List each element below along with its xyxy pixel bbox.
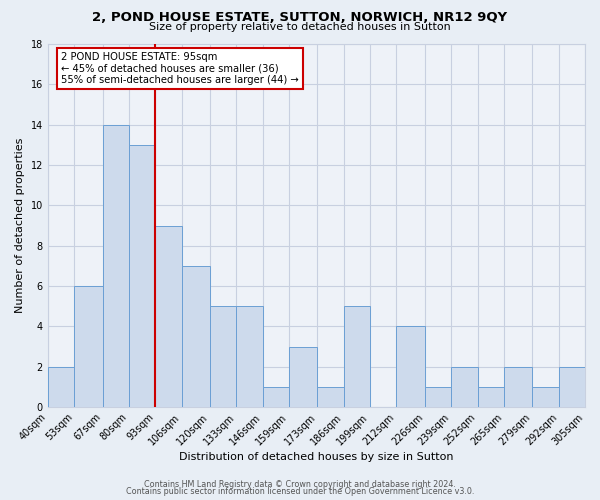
- Text: Contains HM Land Registry data © Crown copyright and database right 2024.: Contains HM Land Registry data © Crown c…: [144, 480, 456, 489]
- Bar: [317, 387, 344, 407]
- Bar: [103, 124, 129, 407]
- Text: 2, POND HOUSE ESTATE, SUTTON, NORWICH, NR12 9QY: 2, POND HOUSE ESTATE, SUTTON, NORWICH, N…: [92, 11, 508, 24]
- Bar: [236, 306, 263, 407]
- Bar: [504, 366, 532, 407]
- Text: 2 POND HOUSE ESTATE: 95sqm
← 45% of detached houses are smaller (36)
55% of semi: 2 POND HOUSE ESTATE: 95sqm ← 45% of deta…: [61, 52, 299, 86]
- Bar: [263, 387, 289, 407]
- Bar: [48, 366, 74, 407]
- Bar: [344, 306, 370, 407]
- Bar: [210, 306, 236, 407]
- Bar: [289, 346, 317, 407]
- Text: Size of property relative to detached houses in Sutton: Size of property relative to detached ho…: [149, 22, 451, 32]
- Bar: [129, 145, 155, 407]
- Bar: [532, 387, 559, 407]
- Bar: [425, 387, 451, 407]
- Bar: [559, 366, 585, 407]
- Bar: [478, 387, 504, 407]
- Bar: [74, 286, 103, 407]
- Text: Contains public sector information licensed under the Open Government Licence v3: Contains public sector information licen…: [126, 487, 474, 496]
- X-axis label: Distribution of detached houses by size in Sutton: Distribution of detached houses by size …: [179, 452, 454, 462]
- Bar: [451, 366, 478, 407]
- Y-axis label: Number of detached properties: Number of detached properties: [15, 138, 25, 313]
- Bar: [397, 326, 425, 407]
- Bar: [182, 266, 210, 407]
- Bar: [155, 226, 182, 407]
